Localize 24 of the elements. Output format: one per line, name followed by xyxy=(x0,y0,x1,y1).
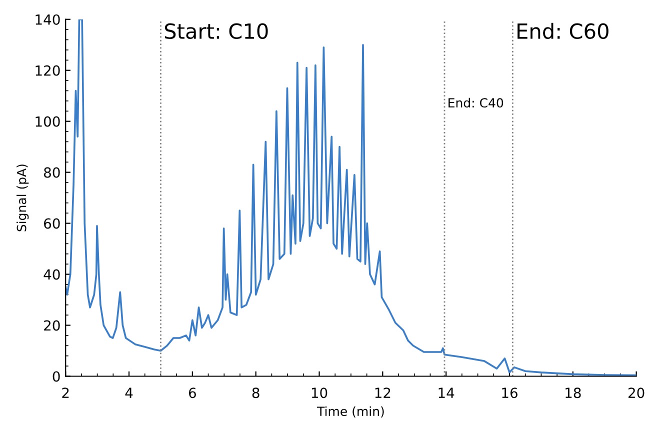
x-tick-label: 20 xyxy=(628,388,644,398)
x-tick-label: 6 xyxy=(188,388,196,398)
x-axis-title: Time (min) xyxy=(316,406,384,418)
x-tick-label: 4 xyxy=(125,388,133,398)
y-axis-title: Signal (pA) xyxy=(16,164,29,232)
x-tick-label: 18 xyxy=(566,388,581,398)
x-tick-label: 12 xyxy=(375,388,390,398)
x-tick-label: 16 xyxy=(502,388,518,398)
line-series xyxy=(66,19,636,376)
x-tick-label: 8 xyxy=(252,388,260,398)
x-tick-label: 2 xyxy=(62,388,69,398)
x-tick-label: 10 xyxy=(312,388,328,398)
y-tick-label: 80 xyxy=(44,167,60,178)
x-tick-label: 14 xyxy=(438,388,454,398)
y-tick-label: 40 xyxy=(44,269,60,280)
y-tick-label: 120 xyxy=(36,65,60,76)
y-tick-label: 140 xyxy=(36,14,60,25)
ref-line-label: Start: C10 xyxy=(164,23,268,40)
y-tick-label: 100 xyxy=(36,116,60,127)
ref-line-label: End: C60 xyxy=(518,22,608,40)
y-tick-label: 60 xyxy=(44,218,60,229)
y-tick-label: 20 xyxy=(44,320,60,331)
y-tick-label: 0 xyxy=(52,371,60,382)
ref-line-label: End: C40 xyxy=(448,98,504,108)
